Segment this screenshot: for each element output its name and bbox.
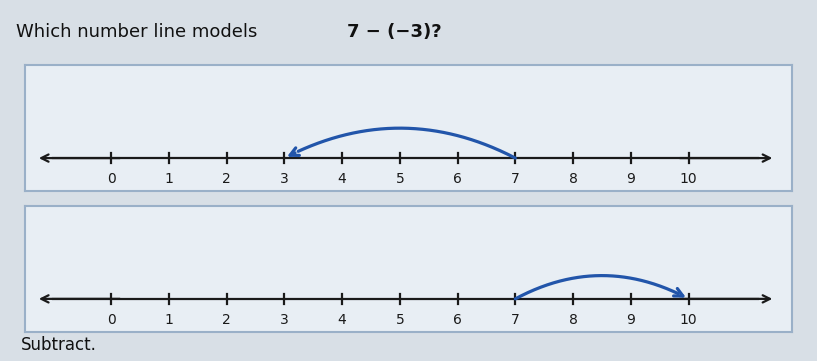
Text: 0: 0 <box>107 172 115 186</box>
Text: 10: 10 <box>680 172 698 186</box>
Text: 10: 10 <box>680 313 698 327</box>
Text: 0: 0 <box>107 313 115 327</box>
Text: 7 − (−3)?: 7 − (−3)? <box>347 23 442 41</box>
Text: 1: 1 <box>164 172 173 186</box>
Text: 7: 7 <box>511 172 520 186</box>
Text: 4: 4 <box>337 172 346 186</box>
Text: 8: 8 <box>569 172 578 186</box>
Text: Subtract.: Subtract. <box>20 336 96 354</box>
Text: 4: 4 <box>337 313 346 327</box>
Text: 5: 5 <box>395 313 404 327</box>
Text: 5: 5 <box>395 172 404 186</box>
Text: 6: 6 <box>453 313 462 327</box>
Text: 9: 9 <box>627 313 636 327</box>
Text: 7: 7 <box>511 313 520 327</box>
Text: 3: 3 <box>280 313 288 327</box>
Text: 2: 2 <box>222 172 231 186</box>
Text: 8: 8 <box>569 313 578 327</box>
Text: 1: 1 <box>164 313 173 327</box>
Text: 6: 6 <box>453 172 462 186</box>
Text: Which number line models: Which number line models <box>16 23 263 41</box>
Text: 2: 2 <box>222 313 231 327</box>
Text: 3: 3 <box>280 172 288 186</box>
Text: 9: 9 <box>627 172 636 186</box>
